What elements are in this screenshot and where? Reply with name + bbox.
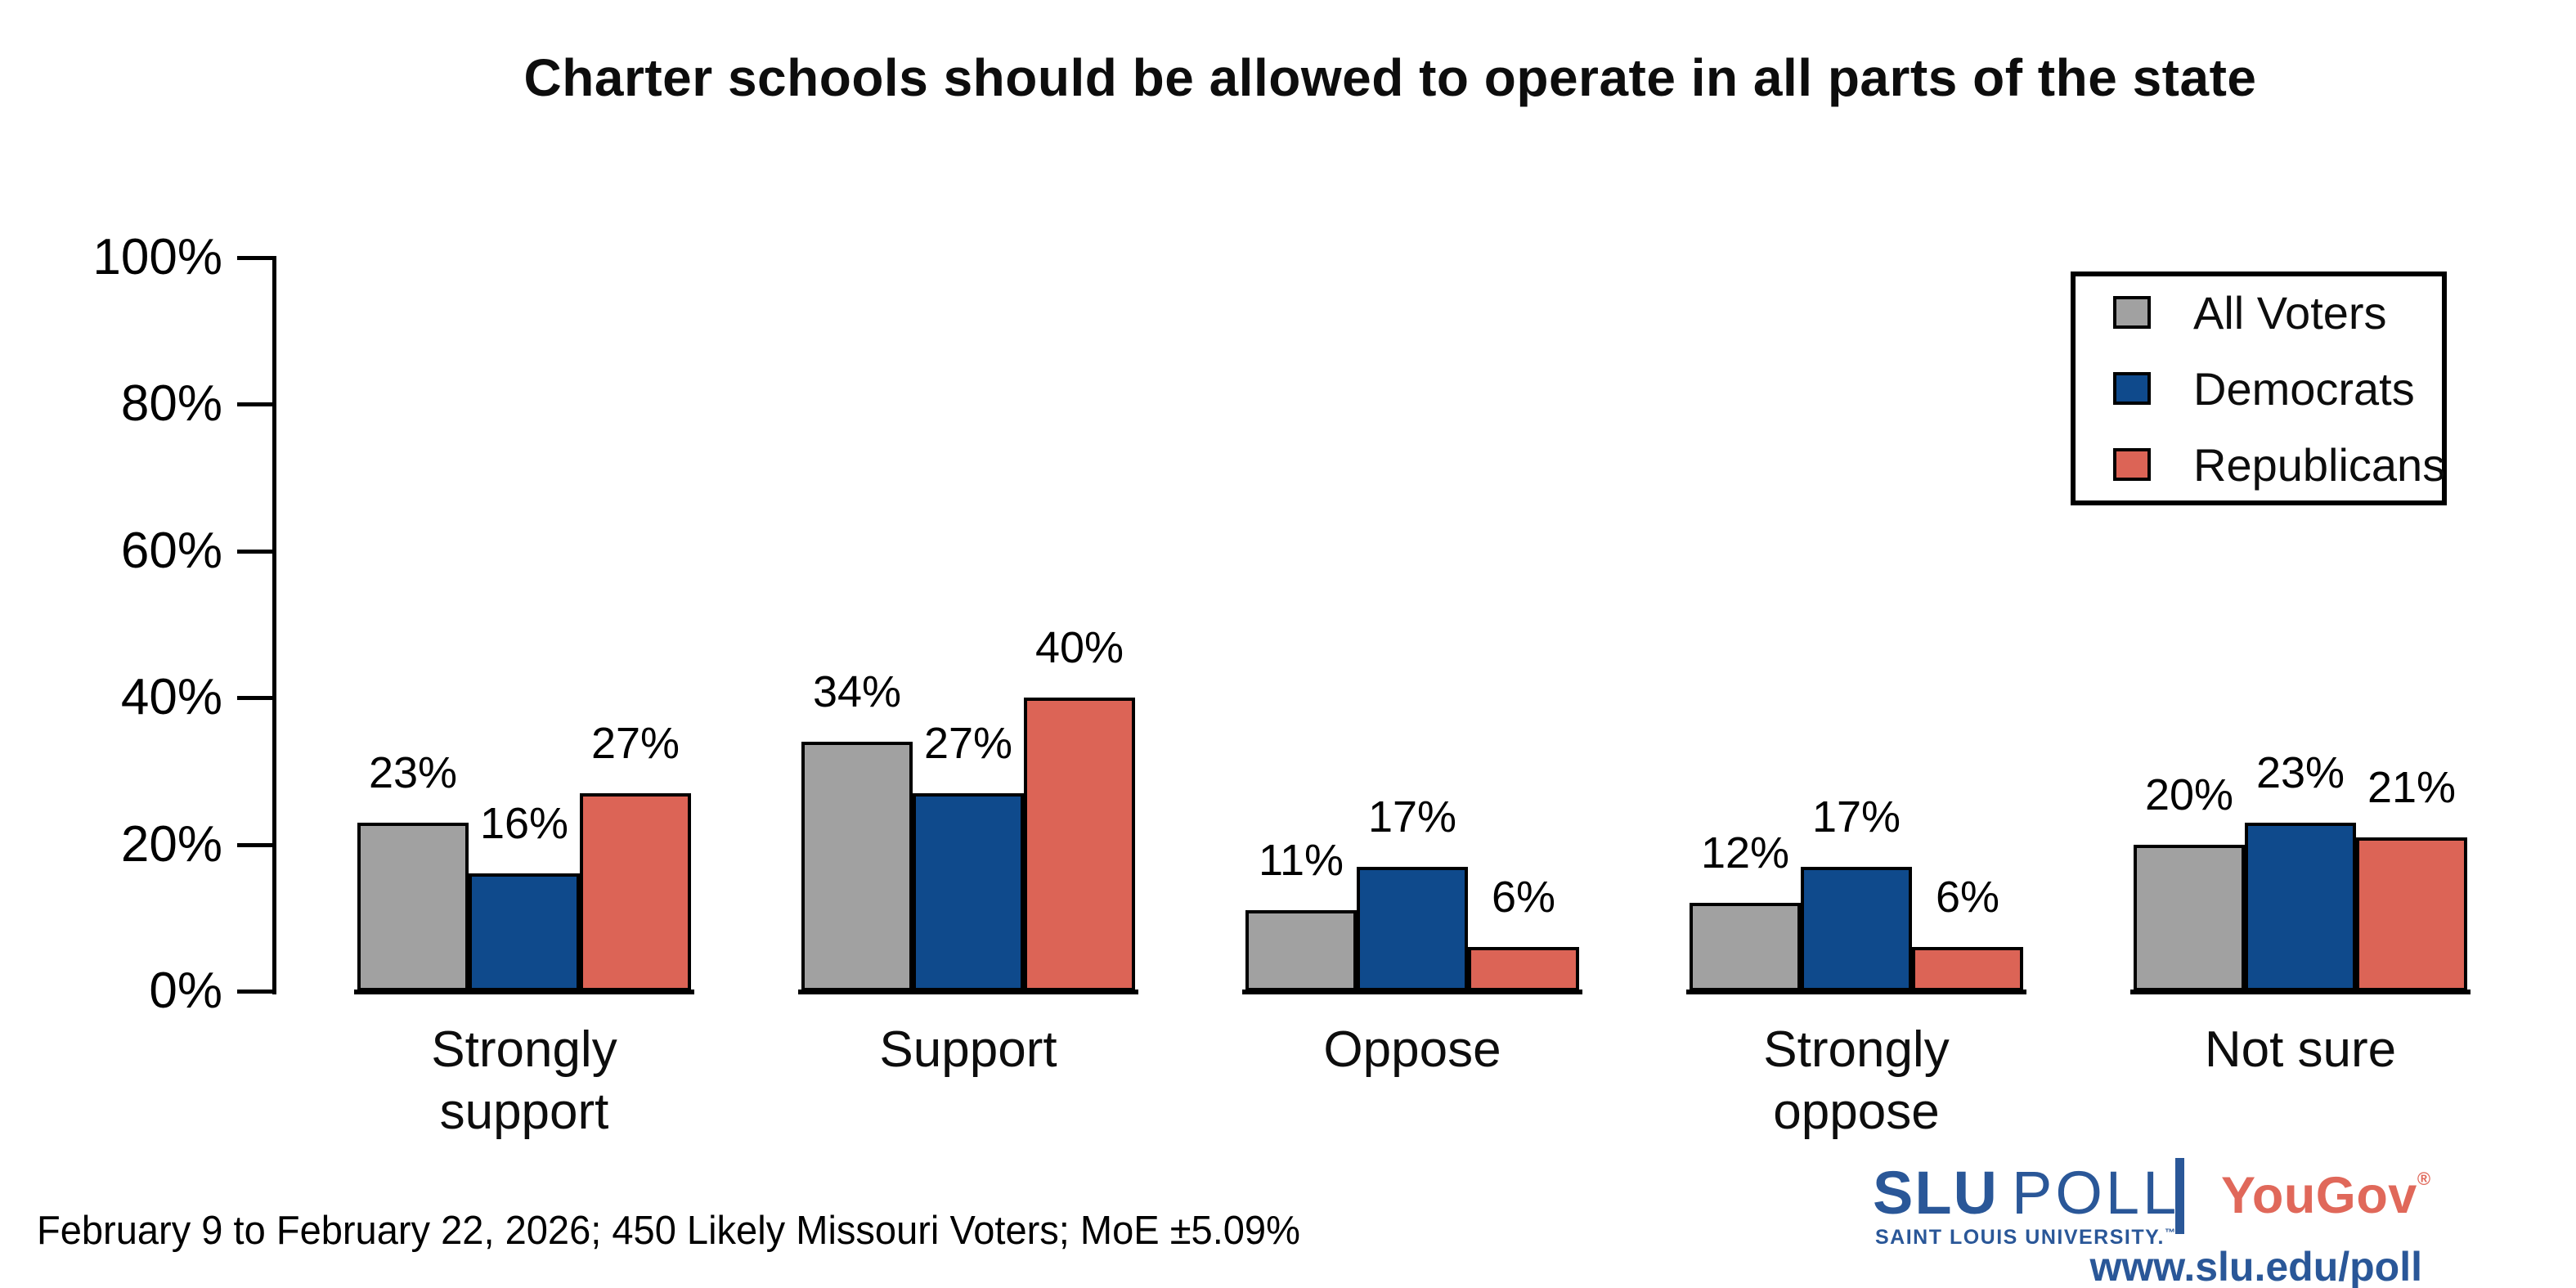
baseline-strongly-support	[354, 990, 694, 994]
y-axis-tick-80	[237, 402, 276, 407]
registered-symbol: ®	[2417, 1169, 2431, 1189]
y-axis-tick-0	[237, 990, 276, 994]
value-label-democrats-oppose: 17%	[1367, 792, 1457, 841]
y-axis-label-40: 40%	[120, 669, 222, 726]
slu-logo-text: SLU	[1873, 1159, 1999, 1227]
slu-poll-url[interactable]: www.slu.edu/poll	[2089, 1244, 2423, 1288]
bar-republicans-strongly-support	[580, 793, 691, 991]
trademark-symbol: ™	[2164, 1226, 2177, 1239]
value-label-democrats-strongly-support: 16%	[479, 799, 569, 848]
bar-all-voters-strongly-oppose	[1690, 903, 1801, 991]
value-label-all-voters-oppose: 11%	[1258, 836, 1344, 885]
value-label-democrats-support: 27%	[923, 719, 1013, 768]
university-label: SAINT LOUIS UNIVERSITY.	[1875, 1226, 2165, 1249]
legend-item-democrats: Democrats	[2113, 362, 2442, 415]
legend-item-all-voters: All Voters	[2113, 286, 2442, 339]
value-label-republicans-not-sure: 21%	[2367, 763, 2457, 812]
legend-label-all-voters: All Voters	[2193, 286, 2387, 339]
bar-republicans-not-sure	[2356, 837, 2467, 991]
bar-democrats-strongly-oppose	[1801, 867, 1912, 991]
bar-republicans-oppose	[1468, 947, 1579, 991]
category-label-oppose: Oppose	[1323, 1021, 1501, 1078]
legend-swatch-republicans	[2113, 448, 2151, 481]
y-axis-tick-40	[237, 696, 276, 701]
logo-divider-bar	[2175, 1158, 2184, 1234]
legend-label-democrats: Democrats	[2193, 362, 2415, 415]
baseline-strongly-oppose	[1686, 990, 2026, 994]
value-label-republicans-strongly-oppose: 6%	[1935, 873, 2000, 922]
bar-all-voters-oppose	[1245, 910, 1357, 991]
baseline-support	[798, 990, 1138, 994]
slu-poll-logo: SLU POLL	[1873, 1161, 2179, 1225]
category-label-not-sure: Not sure	[2204, 1021, 2397, 1078]
bar-democrats-oppose	[1357, 867, 1468, 991]
value-label-all-voters-strongly-support: 23%	[368, 748, 458, 797]
legend-swatch-all-voters	[2113, 296, 2151, 329]
y-axis-label-0: 0%	[149, 963, 222, 1019]
value-label-all-voters-strongly-oppose: 12%	[1700, 828, 1790, 877]
baseline-not-sure	[2130, 990, 2471, 994]
y-axis-label-20: 20%	[120, 815, 222, 873]
value-label-republicans-oppose: 6%	[1491, 873, 1556, 922]
y-axis-tick-20	[237, 842, 276, 847]
y-axis-label-100: 100%	[92, 229, 222, 285]
legend-swatch-democrats	[2113, 372, 2151, 405]
poll-logo-text: POLL	[2012, 1159, 2180, 1227]
value-label-democrats-strongly-oppose: 17%	[1811, 792, 1901, 841]
bar-democrats-support	[913, 793, 1024, 991]
bar-democrats-strongly-support	[469, 873, 580, 991]
value-label-all-voters-not-sure: 20%	[2144, 770, 2234, 819]
category-label-strongly-oppose: Strongly oppose	[1763, 1021, 1950, 1140]
bar-republicans-support	[1024, 698, 1135, 991]
bar-all-voters-support	[801, 742, 913, 991]
y-axis-label-80: 80%	[120, 375, 222, 433]
value-label-republicans-strongly-support: 27%	[590, 719, 680, 768]
category-label-strongly-support: Strongly support	[431, 1021, 617, 1140]
bar-all-voters-not-sure	[2134, 845, 2245, 991]
y-axis-tick-60	[237, 549, 276, 554]
legend-label-republicans: Republicans	[2193, 438, 2446, 491]
bar-democrats-not-sure	[2245, 823, 2356, 991]
yougov-logo: YouGov®	[2221, 1166, 2431, 1225]
value-label-republicans-support: 40%	[1034, 623, 1124, 672]
bar-republicans-strongly-oppose	[1912, 947, 2023, 991]
legend-item-republicans: Republicans	[2113, 438, 2446, 491]
footer-methodology-note: February 9 to February 22, 2026; 450 Lik…	[37, 1209, 1300, 1253]
y-axis-tick-100	[237, 256, 276, 260]
chart-title: Charter schools should be allowed to ope…	[523, 48, 2257, 107]
value-label-democrats-not-sure: 23%	[2255, 748, 2345, 797]
y-axis-line	[272, 256, 276, 994]
value-label-all-voters-support: 34%	[812, 667, 902, 716]
y-axis-label-60: 60%	[120, 522, 222, 579]
baseline-oppose	[1242, 990, 1582, 994]
yougov-logo-text: YouGov	[2221, 1167, 2417, 1224]
legend: All Voters Democrats Republicans	[2071, 272, 2447, 505]
saint-louis-university-text: SAINT LOUIS UNIVERSITY.™	[1875, 1226, 2176, 1250]
category-label-support: Support	[879, 1021, 1057, 1078]
